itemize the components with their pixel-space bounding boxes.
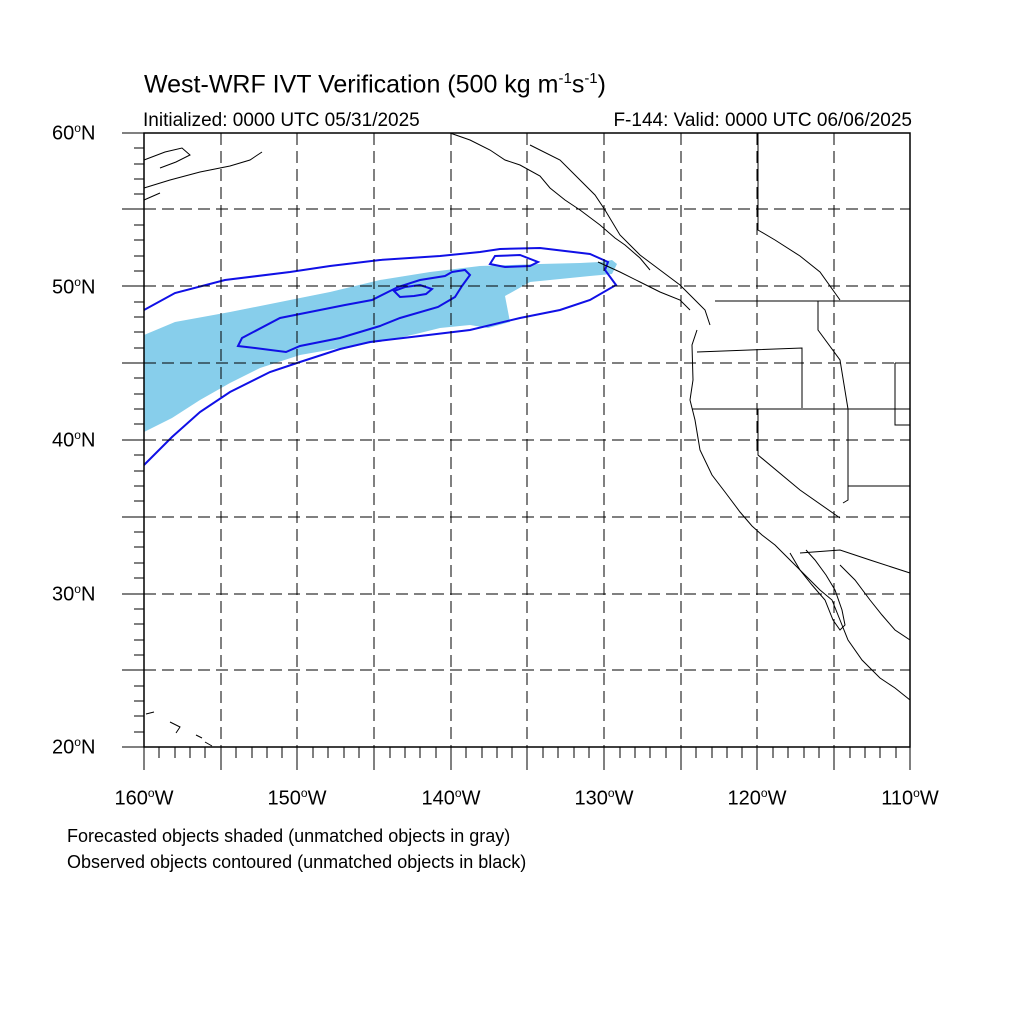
ca-nv-border xyxy=(757,409,841,519)
coastlines xyxy=(143,132,911,747)
borders xyxy=(692,133,911,574)
baja-peninsula xyxy=(789,549,846,631)
lon-label-120: 120oW xyxy=(727,786,787,810)
lat-label-20: 20oN xyxy=(52,735,96,759)
valid-time: F-144: Valid: 0000 UTC 06/06/2025 xyxy=(613,110,912,131)
lon-label-110: 110oW xyxy=(881,786,939,810)
lon-label-150: 150oW xyxy=(267,786,327,810)
nv-az-border xyxy=(842,409,849,504)
map-frame xyxy=(143,132,911,748)
map-title: West-WRF IVT Verification (500 kg m-1s-1… xyxy=(144,70,606,99)
footnote-forecast: Forecasted objects shaded (unmatched obj… xyxy=(67,826,511,846)
us-mexico-border xyxy=(799,549,911,574)
alaska-coast xyxy=(143,132,651,271)
lon-label-160: 160oW xyxy=(114,786,174,810)
lat-label-60: 60oN xyxy=(52,121,96,145)
alaska-border xyxy=(757,133,841,301)
state-border-east xyxy=(817,301,910,487)
forecast-object xyxy=(144,260,617,432)
lat-label-50: 50oN xyxy=(52,275,96,299)
hawaii xyxy=(145,711,213,747)
tick-marks xyxy=(122,132,911,770)
observed-inner-contour xyxy=(236,268,472,354)
observed-contours xyxy=(143,246,618,466)
footnote-observed: Observed objects contoured (unmatched ob… xyxy=(67,852,527,872)
lat-label-30: 30oN xyxy=(52,582,96,606)
init-time: Initialized: 0000 UTC 05/31/2025 xyxy=(143,110,420,131)
observed-north-contour xyxy=(488,253,541,269)
observed-outer-contour xyxy=(143,246,618,466)
lon-label-130: 130oW xyxy=(574,786,634,810)
grid-lines xyxy=(144,133,910,747)
bc-coast xyxy=(529,144,711,326)
gulf-of-california xyxy=(839,564,911,641)
wa-or-border xyxy=(696,347,803,408)
us-west-coast xyxy=(689,329,911,701)
vancouver-island xyxy=(597,261,691,311)
lat-label-40: 40oN xyxy=(52,428,96,452)
observed-core-contour xyxy=(392,283,435,299)
lon-label-140: 140oW xyxy=(421,786,481,810)
